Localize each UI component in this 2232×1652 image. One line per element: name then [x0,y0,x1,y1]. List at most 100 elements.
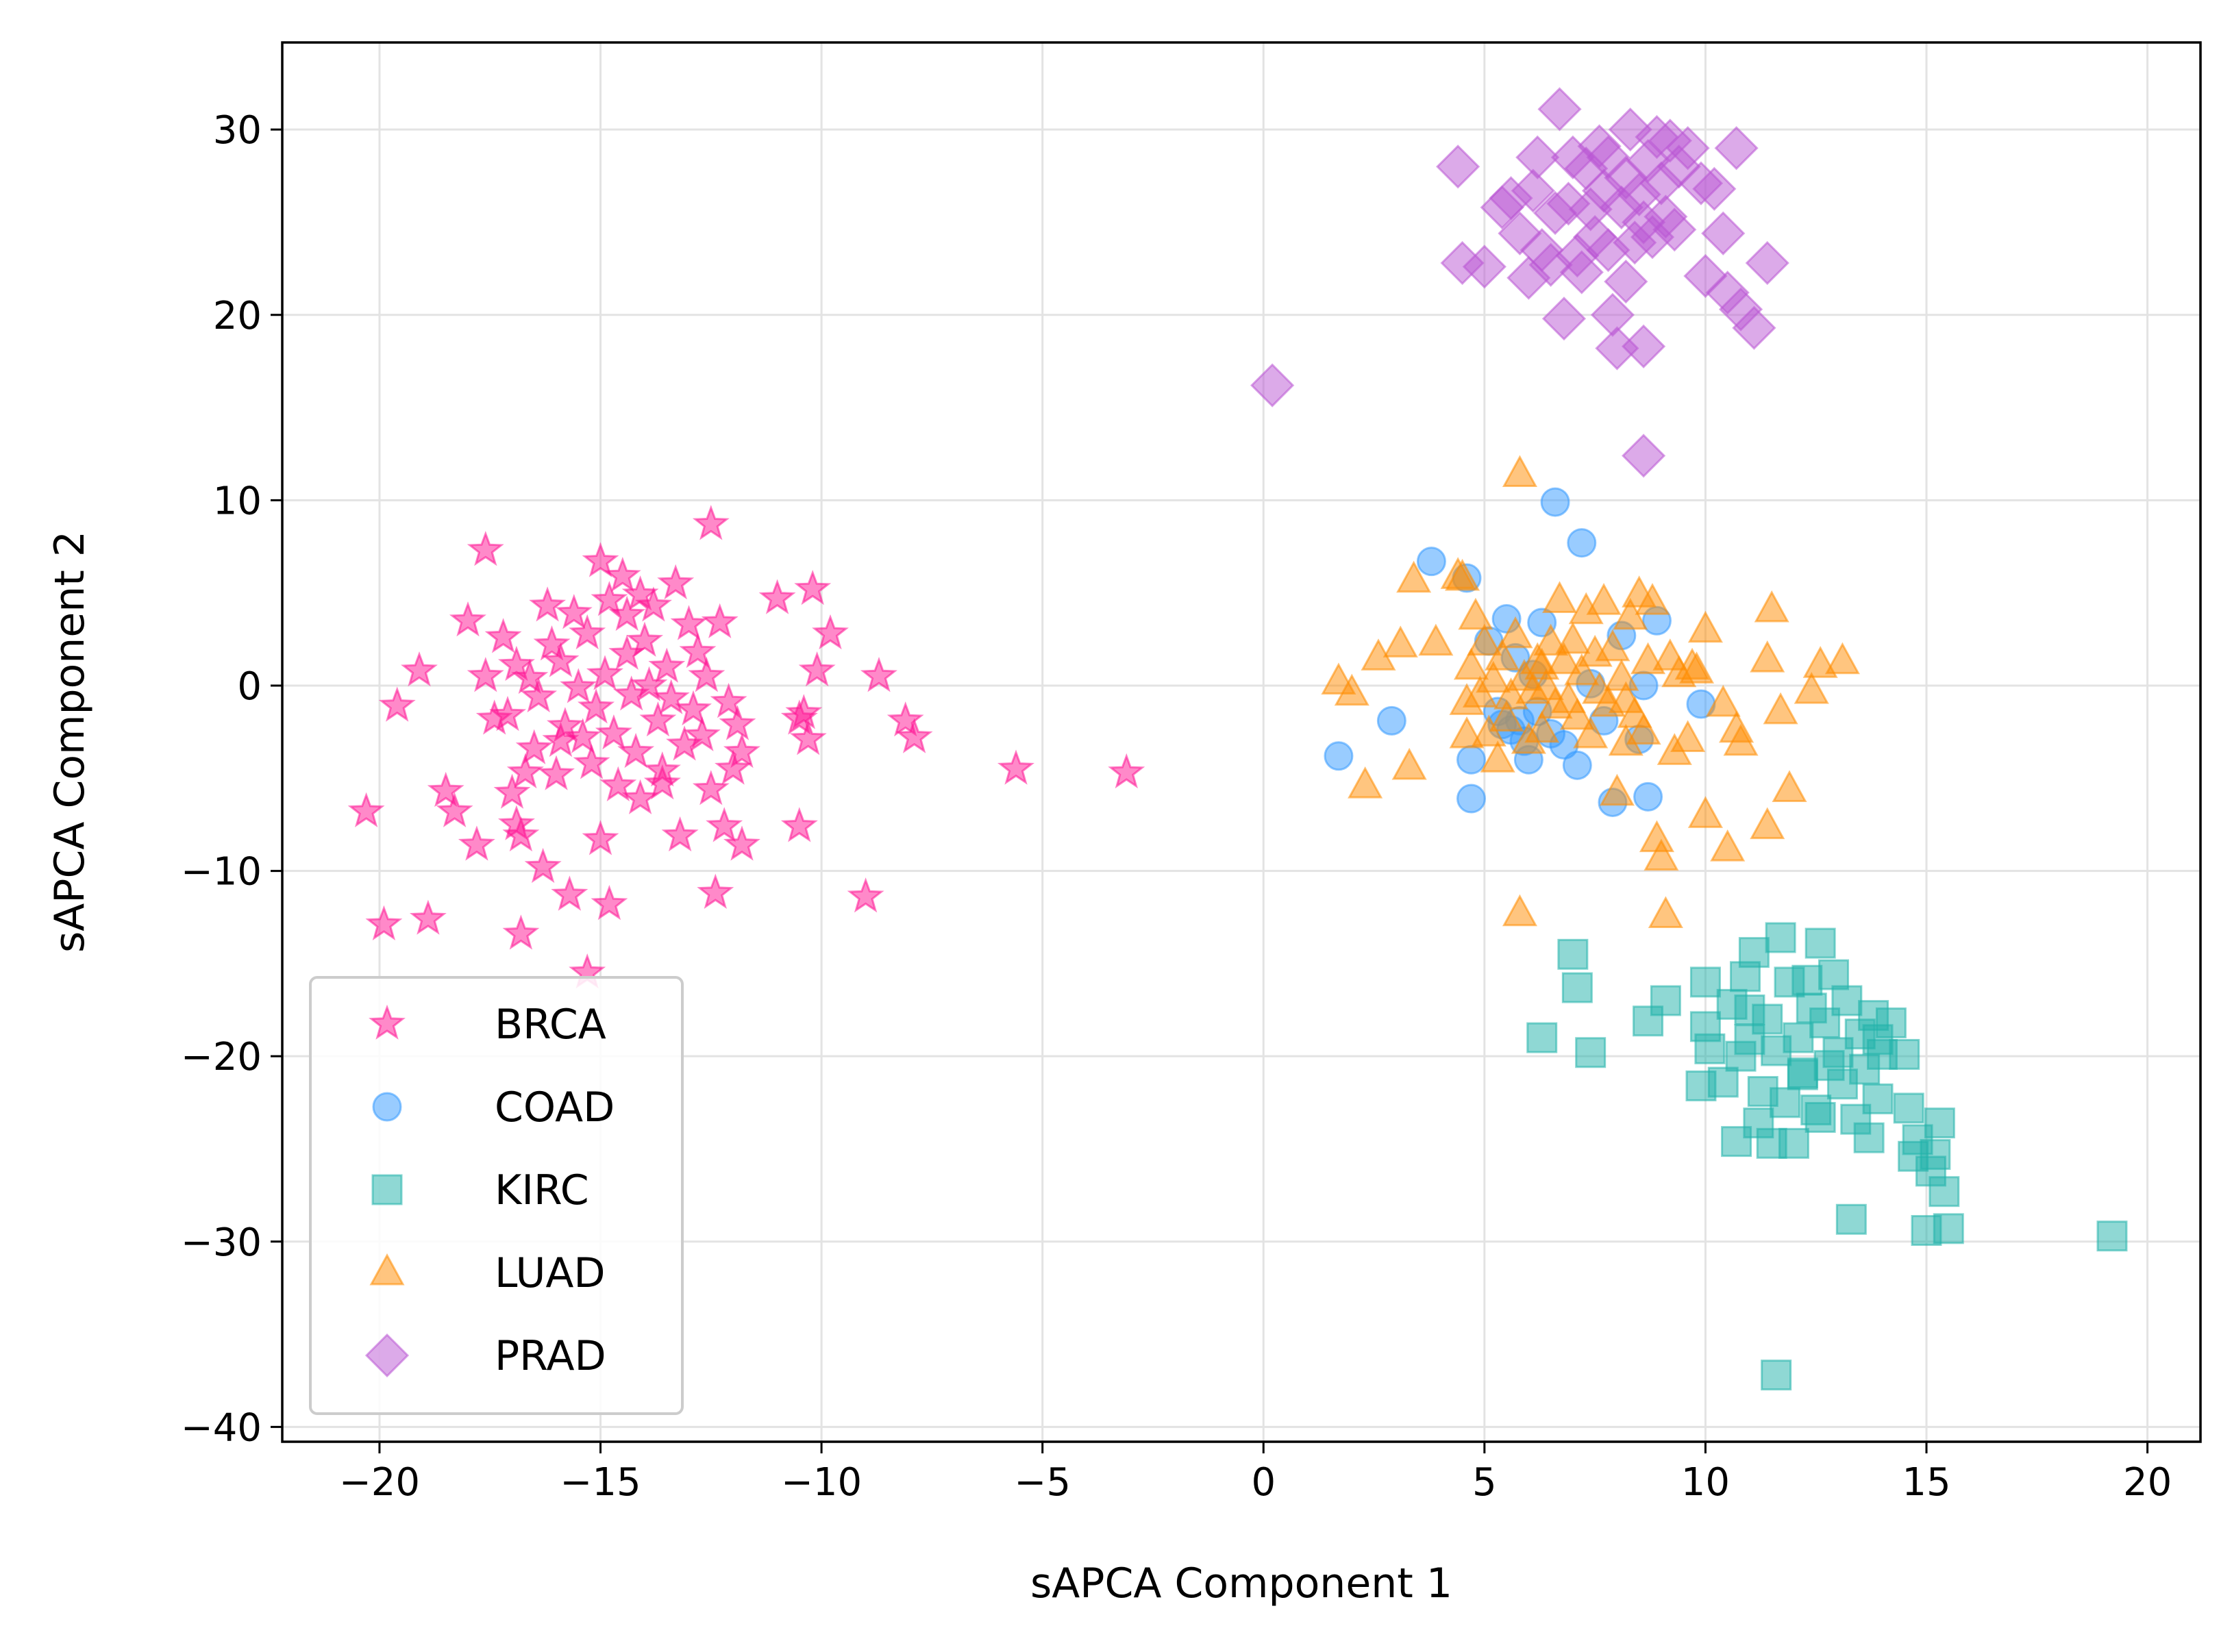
kirc-point [1650,985,1681,1016]
brca-point [608,595,646,631]
coad-point [1456,744,1486,775]
prad-point [1692,166,1737,211]
legend-item-brca: BRCA [369,1001,606,1049]
coad-point [1324,741,1354,771]
prad-point [1621,324,1666,368]
coad-point [1416,547,1446,577]
kirc-point [1734,1024,1765,1055]
brca-point [365,905,403,941]
luad-point [1573,716,1609,749]
luad-point [1533,623,1569,656]
luad-point [1723,723,1759,756]
brca-point [715,749,752,785]
brca-point [675,690,712,726]
brca-point [652,679,690,714]
brca-point [643,764,681,800]
brca-point [621,575,659,611]
coad-point [1540,487,1570,517]
luad-point [1485,638,1520,671]
prad-point [1250,363,1295,408]
brca-point [493,773,531,809]
brca-point [582,820,619,855]
brca-point [427,771,464,808]
y-axis: 30 20 10 0 −10 −20 −30 −40 [181,108,282,1450]
brca-point [586,655,623,690]
kirc-point [1889,1038,1920,1070]
luad-point [1502,894,1537,927]
brca-point [847,877,884,913]
luad-point [1524,647,1560,680]
luad-point [1635,583,1670,615]
luad-point [1772,770,1807,802]
brca-point [578,688,615,724]
kirc-point [1831,985,1863,1016]
brca-point [758,579,796,614]
prad-point [1436,145,1480,189]
brca-point [679,632,717,668]
brca-point [692,770,730,805]
y-axis-label: sAPCA Component 2 [46,531,94,953]
kirc-point [1778,1127,1809,1159]
brca-point [551,875,588,911]
brca-point [688,657,726,692]
luad-point [1595,629,1630,662]
coad-point [1567,528,1597,558]
kirc-point [1761,1360,1792,1391]
brca-point [449,601,486,637]
brca-point [710,682,747,718]
brca-point [591,581,628,616]
x-tick-label: −10 [781,1460,862,1505]
brca-point [599,766,637,802]
brca-point [555,594,593,629]
kirc-point [1765,922,1796,953]
x-tick-label: 20 [2123,1460,2172,1505]
kirc-point [1862,1024,1894,1055]
luad-point [1467,623,1502,656]
y-tick-label: 10 [213,479,262,523]
coad-point [1376,705,1406,736]
luad-point [1449,716,1485,749]
luad-point [1644,838,1679,871]
kirc-point [1791,964,1823,996]
brca-point [436,792,473,827]
brca-point [723,825,760,861]
luad-point [1546,642,1582,675]
legend: BRCA COAD KIRC LUAD PRAD [309,976,684,1415]
luad-point [1348,766,1383,799]
brca-point [595,714,632,750]
brca-point [794,569,832,605]
luad-point [1476,660,1511,693]
brca-point [546,707,584,742]
x-axis: −20 −15 −10 −5 0 5 10 15 20 [339,1442,2172,1505]
brca-point [723,733,760,768]
kirc-point [1689,966,1721,998]
luad-point [1586,583,1622,615]
brca-point [657,564,695,600]
brca-point [467,657,504,692]
kirc-point [1893,1092,1924,1124]
brca-point [573,744,610,779]
x-axis-label: sAPCA Component 1 [1030,1560,1452,1607]
luad-point [1670,720,1706,752]
kirc-point [1805,927,1836,959]
luad-point [1687,796,1723,828]
prad-point [1665,126,1710,171]
brca-point [701,603,739,638]
brca-point [812,614,849,650]
kirc-point [1557,938,1589,970]
prad-point [1511,168,1555,213]
brca-point [697,873,734,910]
luad-point [1754,590,1789,623]
y-tick-label: −10 [181,850,262,894]
legend-circle-icon [372,1092,402,1122]
luad-point [1458,597,1493,630]
brca-point [661,816,699,852]
kirc-point [1929,1176,1960,1207]
brca-point [785,694,823,729]
prad-point [1621,200,1666,245]
brca-point [564,718,602,753]
kirc-point [1805,1101,1836,1133]
series-luad [1321,455,1860,929]
coad-point [1562,750,1592,780]
kirc-point [1835,1203,1867,1235]
